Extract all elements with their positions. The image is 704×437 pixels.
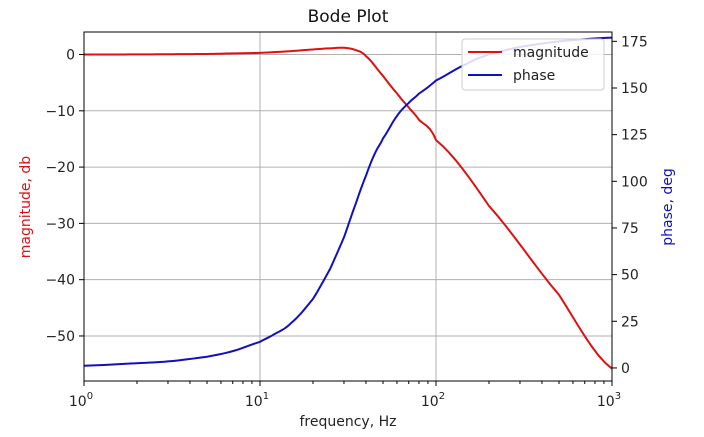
left-tick-label: −50 — [45, 329, 75, 345]
right-tick-label: 175 — [621, 34, 648, 50]
right-tick-label: 50 — [621, 268, 639, 284]
x-tick-label: 101 — [245, 391, 269, 410]
right-tick-label: 150 — [621, 81, 648, 97]
left-tick-label: −20 — [45, 160, 75, 176]
x-tick-label: 100 — [69, 391, 93, 410]
right-tick-label: 0 — [621, 361, 630, 377]
x-tick-label: 102 — [421, 391, 445, 410]
right-tick-label: 25 — [621, 314, 639, 330]
left-tick-label: 0 — [66, 48, 75, 64]
left-tick-label: −10 — [45, 104, 75, 120]
legend-magnitude-label: magnitude — [513, 45, 589, 61]
plot-frame — [83, 31, 613, 382]
left-tick-label: −40 — [45, 273, 75, 289]
x-tick-label: 103 — [597, 391, 621, 410]
legend-phase-label: phase — [513, 68, 555, 84]
right-tick-label: 75 — [621, 221, 639, 237]
right-axis-label: phase, deg — [660, 168, 676, 246]
legend: magnitude phase — [461, 38, 605, 91]
left-axis-label: magnitude, db — [18, 156, 34, 259]
x-axis: 100 101 102 103 — [69, 381, 621, 410]
left-y-axis: 0 −10 −20 −30 −40 −50 — [45, 48, 84, 345]
right-tick-label: 100 — [621, 174, 648, 190]
chart-title: Bode Plot — [308, 7, 389, 27]
x-axis-label: frequency, Hz — [300, 414, 397, 430]
right-tick-label: 125 — [621, 128, 648, 144]
magnitude-line — [83, 46, 613, 370]
left-tick-label: −30 — [45, 216, 75, 232]
right-y-axis: 0 25 50 75 100 125 150 175 — [612, 34, 648, 377]
